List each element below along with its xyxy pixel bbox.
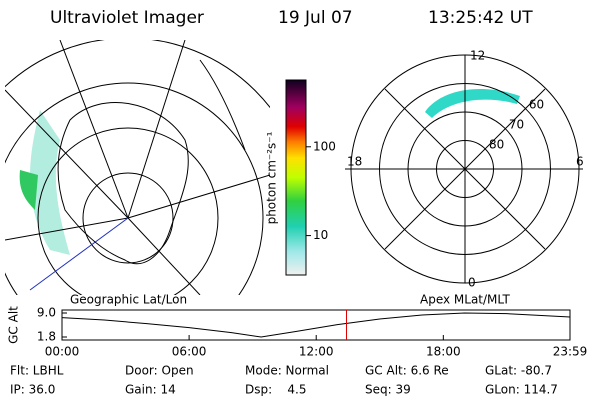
colorbar-tick-label: 100 (313, 139, 336, 153)
status-field: Flt: LBHL (10, 364, 64, 378)
date: 19 Jul 07 (278, 8, 353, 28)
x-tick-label: 06:00 (172, 345, 207, 359)
mlt-label: 12 (470, 49, 485, 63)
status-field: GLat: -80.7 (485, 364, 552, 378)
y-tick-label: 9.0 (37, 306, 56, 320)
ring-label: 80 (489, 138, 504, 152)
status-field: Door: Open (125, 364, 194, 378)
status-field: GC Alt: 6.6 Re (365, 364, 449, 378)
x-tick-label: 12:00 (299, 345, 334, 359)
ring-label: 60 (529, 98, 544, 112)
title: Ultraviolet Imager (50, 8, 204, 28)
status-field: IP: 36.0 (10, 383, 55, 397)
status-field: GLon: 114.7 (485, 383, 558, 397)
alt-line (61, 312, 571, 338)
status-field: Mode: Normal (245, 364, 329, 378)
colorbar-tick-label: 10 (313, 228, 328, 242)
mlt-label: 18 (347, 155, 362, 169)
map-label: Apex MLat/MLT (420, 293, 510, 307)
map-label: Geographic Lat/Lon (70, 293, 187, 307)
colorbar-label: photon cm⁻²s⁻¹ (265, 131, 279, 224)
mlt-label: 0 (468, 276, 476, 290)
aurora (425, 89, 520, 118)
ring-label: 70 (509, 118, 524, 132)
y-tick-label: 1.8 (37, 330, 56, 344)
status-field: Dsp: 4.5 (245, 383, 307, 397)
colorbar (285, 79, 307, 276)
x-tick-label: 18:00 (426, 345, 461, 359)
geo-map (5, 40, 270, 295)
time: 13:25:42 UT (428, 8, 533, 28)
status-field: Seq: 39 (365, 383, 411, 397)
mlt-label: 6 (576, 155, 584, 169)
x-tick-label: 00:00 (45, 345, 80, 359)
y-label: GC Alt (7, 306, 21, 344)
status-field: Gain: 14 (125, 383, 176, 397)
x-tick-label: 23:59 (553, 345, 588, 359)
